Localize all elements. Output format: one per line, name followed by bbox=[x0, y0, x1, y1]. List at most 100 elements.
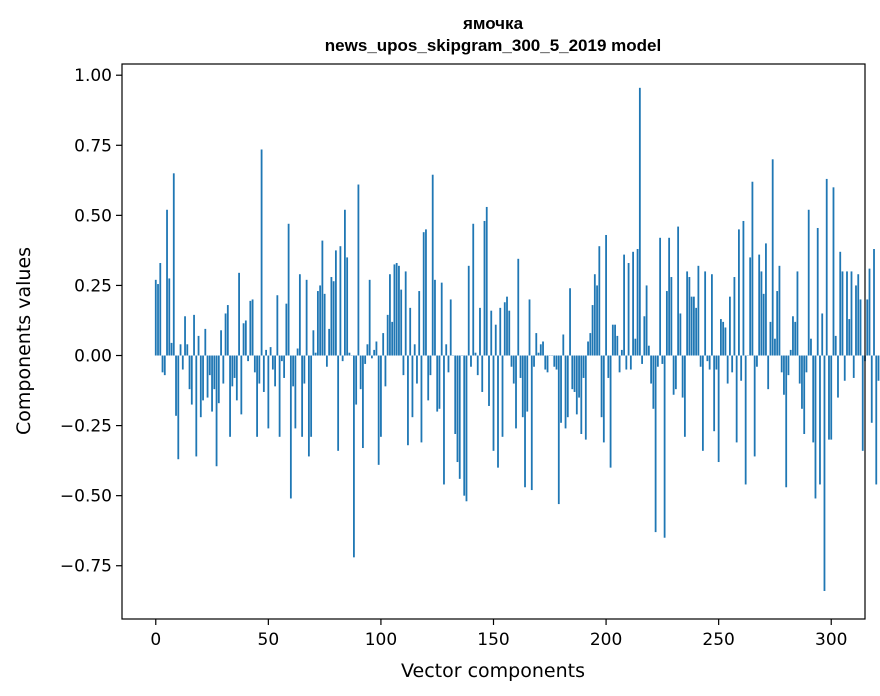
bar-273 bbox=[769, 321, 772, 356]
bar-2 bbox=[159, 263, 162, 356]
bar-316 bbox=[866, 299, 869, 356]
bar-159 bbox=[512, 355, 515, 384]
bar-211 bbox=[629, 355, 632, 370]
bar-106 bbox=[393, 264, 396, 356]
bar-75 bbox=[323, 293, 326, 356]
bar-161 bbox=[517, 258, 520, 356]
y-tick-label: 0.75 bbox=[74, 136, 112, 156]
bar-45 bbox=[256, 355, 258, 437]
bar-5 bbox=[166, 209, 168, 356]
bar-190 bbox=[582, 355, 585, 378]
bar-284 bbox=[794, 321, 797, 356]
x-axis: 0 50 100 150 200 250 300 bbox=[150, 619, 847, 650]
bar-128 bbox=[443, 355, 445, 485]
bar-234 bbox=[681, 355, 684, 398]
bar-141 bbox=[472, 223, 475, 356]
bar-160 bbox=[515, 355, 517, 429]
bar-177 bbox=[553, 355, 556, 367]
bar-180 bbox=[560, 355, 562, 423]
bar-53 bbox=[274, 355, 276, 387]
bar-27 bbox=[215, 355, 218, 467]
bar-259 bbox=[738, 229, 740, 356]
bar-137 bbox=[463, 355, 466, 496]
bar-302 bbox=[834, 335, 837, 356]
bar-157 bbox=[508, 310, 511, 356]
bar-93 bbox=[364, 355, 367, 364]
bar-181 bbox=[562, 334, 565, 356]
bar-51 bbox=[269, 347, 272, 356]
bar-130 bbox=[447, 355, 450, 373]
bar-36 bbox=[235, 355, 238, 401]
bar-44 bbox=[253, 355, 256, 373]
bar-314 bbox=[861, 355, 864, 451]
bar-221 bbox=[652, 355, 655, 409]
bar-16 bbox=[190, 355, 193, 405]
bar-288 bbox=[803, 355, 806, 434]
bar-88 bbox=[353, 355, 355, 558]
bar-251 bbox=[720, 319, 722, 356]
bar-210 bbox=[627, 263, 630, 356]
bar-146 bbox=[483, 220, 486, 356]
bar-108 bbox=[398, 265, 400, 356]
bar-280 bbox=[785, 355, 788, 488]
bar-78 bbox=[330, 277, 333, 356]
bar-206 bbox=[618, 355, 621, 373]
bar-256 bbox=[731, 355, 734, 373]
bar-97 bbox=[373, 349, 376, 356]
bar-187 bbox=[575, 355, 578, 415]
bar-163 bbox=[521, 355, 524, 418]
bar-10 bbox=[177, 355, 180, 460]
bar-260 bbox=[740, 355, 743, 381]
bar-231 bbox=[674, 355, 677, 390]
bar-84 bbox=[344, 209, 346, 356]
bar-82 bbox=[339, 246, 342, 356]
bar-49 bbox=[265, 349, 267, 356]
bar-79 bbox=[332, 281, 335, 356]
bar-112 bbox=[407, 355, 409, 446]
bar-264 bbox=[749, 257, 752, 356]
bar-217 bbox=[643, 316, 646, 356]
bar-267 bbox=[756, 355, 758, 367]
bar-300 bbox=[830, 355, 833, 440]
bar-37 bbox=[238, 272, 240, 356]
bar-113 bbox=[409, 307, 412, 356]
bar-81 bbox=[337, 355, 340, 451]
y-tick-label: −0.25 bbox=[60, 417, 112, 437]
bar-126 bbox=[438, 355, 441, 409]
x-tick-label: 150 bbox=[477, 630, 509, 650]
bar-168 bbox=[533, 355, 535, 367]
bar-299 bbox=[828, 355, 830, 440]
bar-253 bbox=[724, 327, 727, 356]
y-tick-label: 0.00 bbox=[74, 347, 112, 367]
bar-99 bbox=[377, 355, 380, 465]
bar-218 bbox=[645, 285, 648, 356]
bar-226 bbox=[663, 355, 666, 538]
bar-21 bbox=[202, 355, 204, 401]
bar-40 bbox=[244, 320, 247, 356]
bar-149 bbox=[490, 310, 493, 356]
y-tick-label: 0.25 bbox=[74, 276, 112, 296]
bar-138 bbox=[465, 355, 468, 502]
bar-179 bbox=[557, 355, 560, 505]
x-tick-label: 0 bbox=[150, 630, 161, 650]
bar-24 bbox=[208, 355, 211, 376]
bar-73 bbox=[319, 285, 322, 356]
bar-58 bbox=[285, 303, 288, 356]
bar-268 bbox=[758, 254, 761, 356]
bar-156 bbox=[506, 296, 508, 356]
bar-191 bbox=[584, 355, 587, 440]
bar-164 bbox=[524, 355, 526, 488]
bar-67 bbox=[305, 279, 308, 356]
bar-56 bbox=[280, 355, 283, 362]
bar-86 bbox=[348, 352, 351, 356]
bar-115 bbox=[413, 344, 416, 356]
bar-20 bbox=[199, 355, 202, 418]
bar-147 bbox=[485, 206, 488, 356]
bar-123 bbox=[431, 174, 434, 356]
chart-title: ямочка bbox=[462, 14, 524, 33]
bar-26 bbox=[213, 355, 216, 390]
bar-289 bbox=[805, 355, 808, 373]
bar-274 bbox=[771, 159, 774, 356]
bar-242 bbox=[699, 355, 702, 367]
